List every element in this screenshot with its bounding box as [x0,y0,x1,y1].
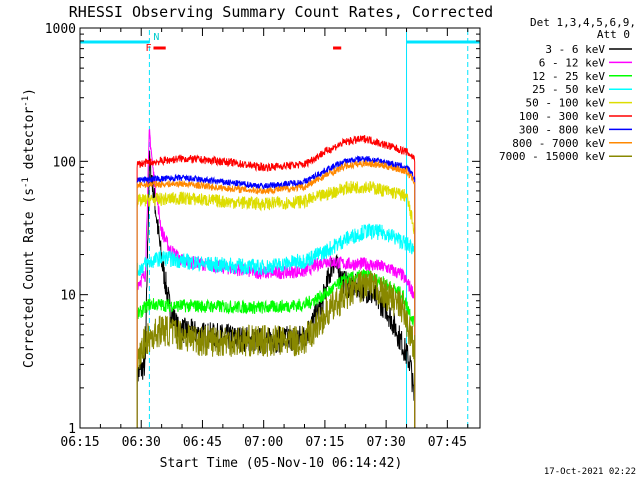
y-tick-label: 100 [53,155,76,170]
y-axis-label-sup-1: -1 [21,177,31,188]
x-tick-label: 07:45 [428,435,467,450]
y-axis-label-part-2: detector [22,107,37,178]
y-tick-label: 10 [60,289,76,304]
x-tick-label: 07:15 [305,435,344,450]
x-axis: 06:15 06:30 06:45 07:00 07:15 07:30 07:45 [60,28,469,450]
y-axis-label-sup-2: -1 [21,96,31,107]
x-tick-label: 06:30 [122,435,161,450]
x-axis-label: Start Time (05-Nov-10 06:14:42) [160,456,403,471]
legend-entry-label: 12 - 25 keV [532,70,605,83]
night-flag-label: N [153,32,159,43]
x-tick-label: 07:30 [367,435,406,450]
legend-entry-label: 7000 - 15000 keV [499,150,605,163]
series-layer [136,129,416,428]
legend-entry-label: 800 - 7000 keV [512,137,605,150]
chart-title: RHESSI Observing Summary Count Rates, Co… [69,3,493,21]
series-line [136,135,416,428]
plot-frame [79,27,481,429]
x-tick-label: 06:15 [60,435,99,450]
x-tick-label: 06:45 [183,435,222,450]
y-tick-label: 1000 [45,22,76,37]
legend-entry-label: 50 - 100 keV [526,97,606,110]
series-line [136,223,416,428]
series-line [136,159,416,428]
legend-entry-label: 25 - 50 keV [532,83,605,96]
legend-entry-label: 6 - 12 keV [539,56,606,69]
flag-layer: FN [80,30,480,428]
legend-header-line-2: Att 0 [597,28,630,41]
series-line [136,180,416,428]
legend-entry-label: 100 - 300 keV [519,110,605,123]
y-tick-label: 1 [68,422,76,437]
y-axis: 1 10 100 1000 [45,22,480,437]
legend-header-line-1: Det 1,3,4,5,6,9, [530,16,636,29]
legend-entry-label: 300 - 800 keV [519,123,605,136]
date-stamp: 17-Oct-2021 02:22 [544,467,636,477]
legend-entry-label: 3 - 6 keV [545,43,605,56]
y-axis-label: Corrected Count Rate (s-1 detector-1) [21,88,37,368]
y-axis-label-part-3: ) [22,88,37,96]
y-axis-label-part-1: Corrected Count Rate (s [22,188,37,368]
series-line [136,269,416,428]
flare-flag-label: F [145,43,151,54]
x-tick-label: 07:00 [244,435,283,450]
